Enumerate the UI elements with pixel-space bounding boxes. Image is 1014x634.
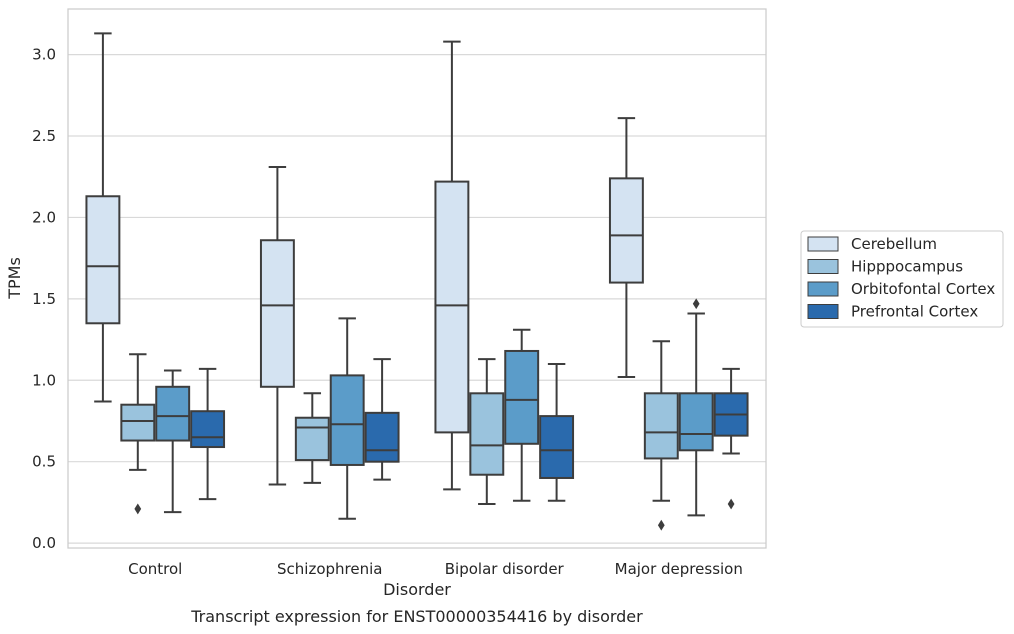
outlier-point	[134, 503, 142, 515]
box-group	[434, 40, 470, 491]
y-tick-label: 2.5	[32, 127, 56, 145]
y-tick-label: 1.0	[32, 371, 56, 389]
box	[259, 239, 295, 388]
box-group	[259, 165, 295, 486]
y-tick-label: 0.0	[32, 534, 56, 552]
legend-label: Orbitofontal Cortex	[851, 280, 995, 298]
plot-area-frame	[67, 8, 767, 549]
legend-label: Cerebellum	[851, 235, 937, 253]
legend-label: Hipppocampus	[851, 258, 963, 276]
x-tick-label: Schizophrenia	[277, 560, 382, 578]
x-tick-label: Bipolar disorder	[445, 560, 565, 578]
box-group	[539, 362, 575, 502]
box	[120, 403, 156, 442]
box	[364, 411, 400, 463]
box	[678, 392, 714, 452]
box	[469, 392, 505, 476]
box	[155, 385, 191, 442]
legend-frame	[800, 230, 1004, 328]
y-tick-label: 0.5	[32, 453, 56, 471]
box-group	[155, 369, 191, 514]
box	[294, 416, 330, 462]
box	[539, 415, 575, 479]
x-tick-label: Major depression	[615, 560, 743, 578]
outlier-point	[692, 298, 700, 310]
x-axis-label: Disorder	[383, 580, 451, 599]
outlier-point	[727, 498, 735, 510]
x-tick-label: Control	[128, 560, 182, 578]
box-group	[643, 340, 679, 531]
x-axis-ticks: Control Schizophrenia Bipolar disorder Majo…	[128, 560, 743, 578]
box-group	[294, 392, 330, 484]
box	[190, 410, 226, 449]
box-group	[120, 353, 156, 515]
box-group	[85, 32, 121, 403]
figure-caption: Transcript expression for ENST0000035441…	[190, 607, 643, 626]
box	[504, 349, 540, 445]
box	[643, 392, 679, 460]
box-group	[469, 358, 505, 506]
y-axis-ticks: 0.0 0.5 1.0 1.5 2.0 2.5 3.0	[32, 46, 56, 553]
grid-lines	[68, 53, 766, 544]
box	[329, 374, 365, 466]
legend-swatch	[807, 304, 839, 319]
boxes	[85, 32, 749, 531]
legend-swatch	[807, 259, 839, 274]
y-tick-label: 2.0	[32, 208, 56, 226]
outlier-point	[657, 519, 665, 531]
box-group	[713, 367, 749, 510]
box-group	[608, 117, 644, 379]
legend-label: Prefrontal Cortex	[851, 303, 978, 321]
y-axis-label: TPMs	[5, 257, 24, 300]
legend: Cerebellum Hipppocampus Orbitofontal Corte…	[800, 230, 1004, 328]
box-group	[329, 317, 365, 520]
legend-swatch	[807, 236, 839, 252]
box-group	[190, 367, 226, 501]
y-tick-label: 1.5	[32, 290, 56, 308]
box	[434, 180, 470, 434]
box-group	[678, 298, 714, 517]
legend-swatch	[807, 281, 839, 297]
box	[85, 195, 121, 325]
y-tick-label: 3.0	[32, 46, 56, 64]
box	[608, 177, 644, 284]
box-group	[364, 358, 400, 481]
box-group	[504, 328, 540, 502]
